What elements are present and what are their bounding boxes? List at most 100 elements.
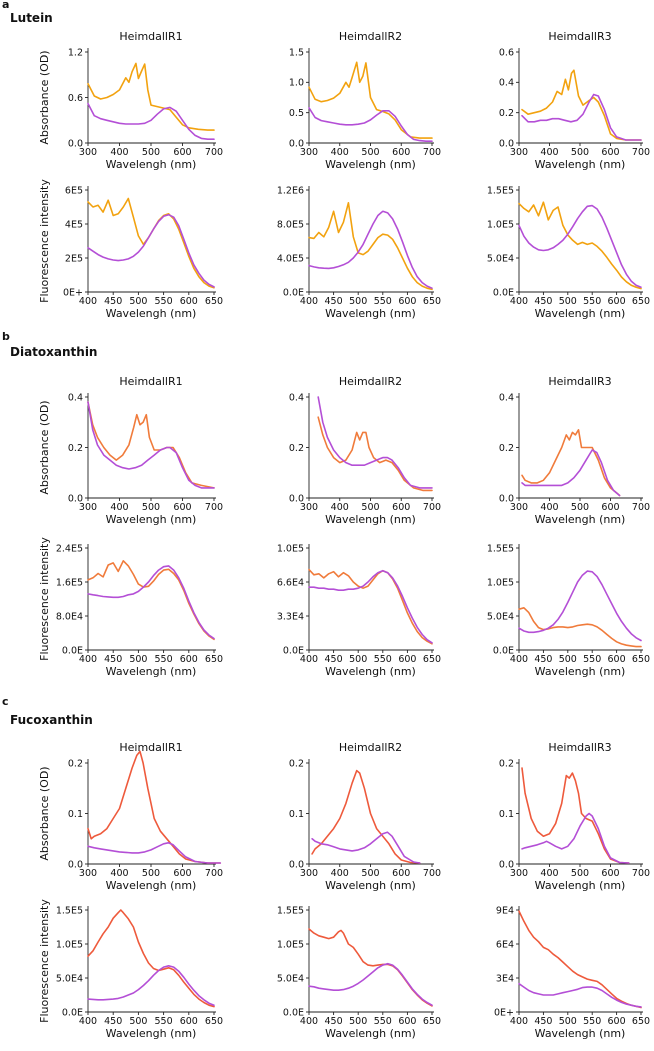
x-tick-label: 400 [510,1016,528,1027]
x-tick-label: 400 [79,654,97,665]
y-tick-label: 1.0E5 [487,219,514,230]
chart-panel: 0E+ 3E4 6E4 9E4 400 450 500 550 600 650 Wavelengh … [494,905,650,1040]
x-tick-label: 700 [205,502,223,513]
y-tick-label: 0.6 [68,93,83,104]
apo-spectrum-line [518,570,642,642]
y-tick-label: 1.5E5 [487,185,514,196]
pigment-spectrum-line [308,928,433,1007]
pigment-spectrum-line [521,428,621,497]
pigment-spectrum-line [521,767,630,864]
apo-spectrum-line [308,962,433,1007]
x-tick-label: 600 [173,147,191,158]
y-tick-label: 1.5 [289,47,304,58]
chart-panel: 0.0E 5.0E4 1.0E5 1.5E5 400 450 500 550 600 650 Wav… [38,899,223,1040]
y-tick-label: 0.0 [289,138,304,149]
y-tick-label: 0.0E [283,645,304,656]
x-axis-title: Wavelengh (nm) [106,513,197,526]
x-tick-label: 550 [583,654,601,665]
x-tick-label: 600 [392,502,410,513]
y-tick-label: 8.0E4 [56,611,83,622]
panel-title: HeimdallR2 [339,30,402,43]
x-tick-label: 600 [180,296,198,307]
pigment-spectrum-line [518,201,642,290]
panel-title: HeimdallR1 [119,30,182,43]
x-tick-label: 700 [423,868,441,879]
x-axis-title: Wavelengh (nm) [325,307,416,320]
y-tick-label: 2.4E5 [56,543,83,554]
y-tick-label: 5.0E4 [56,973,83,984]
x-axis-title: Wavelengh (nm) [535,307,626,320]
apo-spectrum-line [521,93,642,141]
y-axis-title: Fluorescence intensity [38,899,51,1023]
x-axis-title: Wavelengh (nm) [106,158,197,171]
apo-spectrum-line [521,812,630,864]
y-tick-label: 0.1 [289,809,304,820]
x-tick-label: 700 [205,868,223,879]
y-tick-label: 0.0 [289,493,304,504]
y-axis-title: Fluorescence intensity [38,537,51,661]
y-tick-label: 4.0E5 [277,253,304,264]
x-tick-label: 600 [601,147,619,158]
y-tick-label: 0.2 [68,443,83,454]
y-tick-label: 0E+ [494,1007,514,1018]
x-tick-label: 500 [559,296,577,307]
y-tick-label: 9E4 [496,905,514,916]
pigment-spectrum-line [518,910,642,1009]
y-tick-label: 0.4 [499,78,514,89]
pigment-spectrum-line [87,559,215,641]
x-tick-label: 550 [374,296,392,307]
chart-panel: 0E+ 2E5 4E5 6E5 400 450 500 550 600 650 Wavelengh … [38,179,223,320]
x-tick-label: 550 [583,296,601,307]
x-tick-label: 600 [180,1016,198,1027]
x-tick-label: 450 [104,296,122,307]
y-tick-label: 0.2 [499,758,514,769]
pigment-spectrum-line [521,69,642,141]
x-tick-label: 300 [79,147,97,158]
section-title: Lutein [10,11,53,25]
apo-spectrum-line [87,841,222,864]
x-tick-label: 600 [608,1016,626,1027]
x-tick-label: 700 [205,147,223,158]
y-tick-label: 0.4 [68,392,83,403]
x-tick-label: 600 [398,654,416,665]
y-tick-label: 1.2E6 [277,185,304,196]
x-tick-label: 650 [205,296,223,307]
y-tick-label: 0.2 [68,758,83,769]
x-tick-label: 500 [571,502,589,513]
y-tick-label: 0.1 [499,809,514,820]
section-title: Fucoxanthin [10,713,93,727]
x-axis-title: Wavelengh (nm) [325,513,416,526]
y-tick-label: 0.0 [499,493,514,504]
x-tick-label: 400 [110,502,128,513]
x-axis-title: Wavelengh (nm) [106,1027,197,1040]
apo-spectrum-line [87,102,215,140]
apo-spectrum-line [317,396,433,489]
y-tick-label: 5.0E4 [277,973,304,984]
x-tick-label: 500 [142,147,160,158]
y-tick-label: 3.3E4 [277,611,304,622]
x-tick-label: 650 [632,654,650,665]
pigment-spectrum-line [87,909,215,1008]
apo-spectrum-line [308,569,433,644]
x-tick-label: 500 [559,654,577,665]
y-tick-label: 1.6E5 [56,577,83,588]
x-tick-label: 300 [510,147,528,158]
x-tick-label: 450 [325,654,343,665]
y-tick-label: 0.0 [68,859,83,870]
x-tick-label: 450 [104,1016,122,1027]
x-axis-title: Wavelengh (nm) [535,665,626,678]
x-tick-label: 550 [583,1016,601,1027]
y-tick-label: 1.0 [289,78,304,89]
y-tick-label: 1.2 [68,47,83,58]
y-tick-label: 0.0E [493,287,514,298]
y-tick-label: 0.4 [499,392,514,403]
x-tick-label: 400 [331,147,349,158]
chart-panel: 0.0E 3.3E4 6.6E4 1.0E5 400 450 500 550 600 650 Wav… [277,543,441,678]
x-tick-label: 300 [510,868,528,879]
y-tick-label: 0.5 [289,108,304,119]
y-tick-label: 0.1 [68,809,83,820]
x-axis-title: Wavelengh (nm) [325,879,416,892]
y-tick-label: 0.0E [62,645,83,656]
section-letter: c [2,695,9,708]
x-tick-label: 600 [608,654,626,665]
